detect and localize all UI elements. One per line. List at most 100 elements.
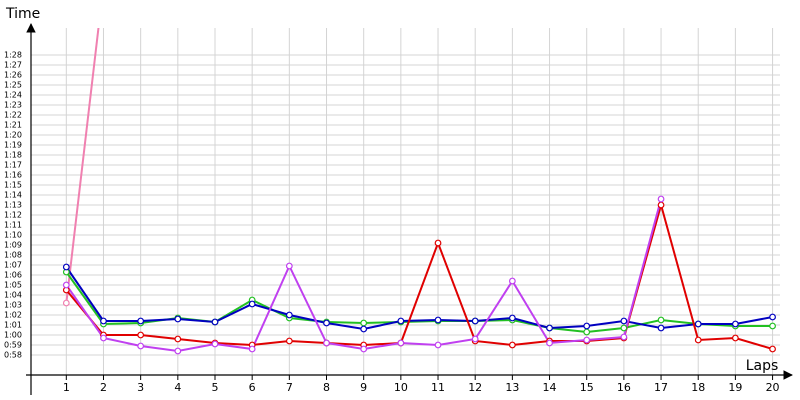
data-point: [508, 314, 516, 322]
data-point: [508, 341, 516, 349]
data-point: [137, 317, 145, 325]
data-point: [62, 281, 70, 289]
data-point: [731, 334, 739, 342]
data-point: [285, 337, 293, 345]
data-point: [620, 317, 628, 325]
data-point: [508, 277, 516, 285]
data-point: [100, 334, 107, 342]
x-tick-label: 8: [323, 381, 330, 394]
y-tick-label: 1:03: [4, 301, 22, 310]
y-tick-label: 0:58: [4, 351, 22, 360]
data-point: [583, 336, 591, 344]
data-point: [657, 195, 665, 203]
y-tick-label: 1:09: [4, 241, 22, 250]
y-tick-label: 1:01: [4, 321, 22, 330]
data-point: [657, 316, 665, 324]
y-tick-label: 1:02: [4, 311, 22, 320]
data-point: [397, 317, 405, 325]
y-axis-label: Time: [5, 6, 40, 22]
data-point: [471, 335, 479, 343]
data-point: [620, 333, 628, 341]
x-axis-label: Laps: [746, 358, 779, 374]
x-tick-label: 5: [211, 381, 218, 394]
y-tick-label: 1:27: [4, 61, 22, 70]
y-tick-label: 1:07: [4, 261, 22, 270]
y-tick-label: 1:21: [4, 121, 22, 130]
data-point: [471, 317, 479, 325]
data-point: [434, 239, 442, 247]
y-tick-label: 1:13: [4, 201, 22, 210]
y-tick-label: 1:20: [4, 131, 22, 140]
y-tick-label: 1:22: [4, 111, 22, 120]
y-tick-label: 1:12: [4, 211, 22, 220]
x-tick-label: 20: [766, 381, 780, 394]
y-tick-label: 1:06: [4, 271, 22, 280]
data-point: [174, 315, 182, 323]
data-point: [211, 318, 219, 326]
y-tick-label: 1:26: [4, 71, 22, 80]
series: [62, 28, 776, 355]
data-point: [769, 322, 776, 330]
data-point: [434, 341, 442, 349]
y-tick-label: 1:11: [4, 221, 22, 230]
data-point: [174, 335, 182, 343]
y-tick-label: 1:15: [4, 181, 22, 190]
y-tick-label: 1:10: [4, 231, 22, 240]
data-point: [434, 316, 442, 324]
data-point: [620, 324, 628, 332]
data-point: [62, 263, 70, 271]
data-point: [769, 345, 776, 353]
data-point: [546, 339, 553, 347]
data-point: [397, 339, 405, 347]
x-tick-label: 19: [728, 381, 742, 394]
x-tick-label: 6: [249, 381, 256, 394]
series-line: [65, 28, 100, 304]
series-line: [65, 271, 773, 334]
x-tick-label: 2: [100, 381, 107, 394]
data-point: [360, 325, 368, 333]
y-tick-label: 1:24: [4, 91, 22, 100]
y-tick-label: 1:16: [4, 171, 22, 180]
y-tick-label: 1:18: [4, 151, 22, 160]
data-point: [323, 319, 330, 327]
data-point: [731, 320, 739, 328]
x-tick-label: 9: [360, 381, 367, 394]
data-point: [285, 311, 293, 319]
data-point: [211, 340, 219, 348]
data-point: [248, 345, 256, 353]
y-tick-label: 1:14: [4, 191, 22, 200]
data-point: [769, 313, 776, 321]
data-point: [62, 299, 70, 307]
data-point: [583, 328, 591, 336]
data-point: [248, 300, 256, 308]
data-point: [583, 322, 591, 330]
x-tick-label: 13: [505, 381, 519, 394]
x-tick-label: 16: [617, 381, 631, 394]
data-point: [694, 320, 702, 328]
x-tick-label: 3: [137, 381, 144, 394]
data-point: [657, 201, 665, 209]
y-tick-label: 0:59: [4, 341, 22, 350]
grid: 0:580:591:001:011:021:031:041:051:061:07…: [4, 28, 780, 394]
x-tick-label: 11: [431, 381, 445, 394]
y-tick-label: 1:28: [4, 51, 22, 60]
x-tick-label: 12: [468, 381, 482, 394]
data-point: [323, 339, 330, 347]
data-point: [546, 324, 553, 332]
data-point: [360, 319, 368, 327]
y-tick-label: 1:05: [4, 281, 22, 290]
x-tick-label: 18: [691, 381, 705, 394]
data-point: [174, 347, 182, 355]
y-tick-label: 1:17: [4, 161, 22, 170]
y-tick-label: 1:19: [4, 141, 22, 150]
data-point: [657, 324, 665, 332]
y-tick-label: 1:04: [4, 291, 22, 300]
data-point: [137, 331, 145, 339]
y-tick-label: 1:23: [4, 101, 22, 110]
x-tick-label: 15: [580, 381, 594, 394]
x-tick-label: 17: [654, 381, 668, 394]
x-tick-label: 14: [543, 381, 557, 394]
data-point: [100, 317, 107, 325]
data-point: [360, 345, 368, 353]
x-tick-label: 1: [63, 381, 70, 394]
